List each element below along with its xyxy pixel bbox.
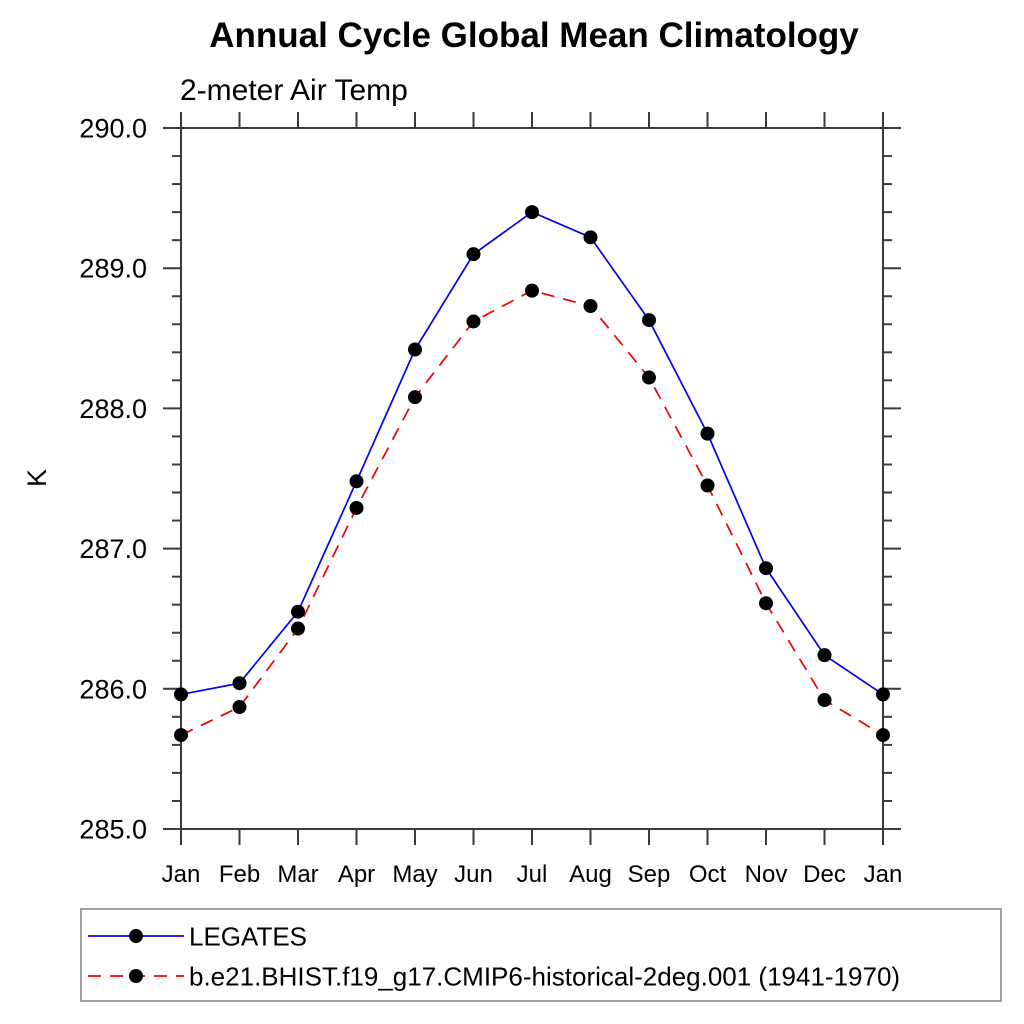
x-tick-label: Jan <box>864 861 903 888</box>
y-tick-label: 288.0 <box>79 394 147 424</box>
data-point <box>349 474 364 489</box>
data-point <box>583 299 598 314</box>
y-tick-label: 285.0 <box>79 815 147 845</box>
x-tick-label: Nov <box>745 861 788 888</box>
data-point <box>876 687 890 702</box>
x-tick-label: Oct <box>689 861 727 888</box>
data-point <box>232 700 247 715</box>
data-point <box>466 314 481 329</box>
x-tick-label: Mar <box>277 861 318 888</box>
data-point <box>525 205 539 220</box>
data-point <box>466 247 481 262</box>
data-point <box>291 604 305 619</box>
data-point <box>876 728 890 743</box>
data-point <box>759 561 773 576</box>
legend: LEGATES b.e21.BHIST.f19_g17.CMIP6-histori… <box>80 908 1002 1002</box>
x-tick-label: Apr <box>338 861 375 888</box>
chart-subtitle: 2-meter Air Temp <box>180 74 408 107</box>
legend-label: LEGATES <box>189 922 307 952</box>
legend-marker-dot <box>129 929 143 943</box>
y-tick-label: 286.0 <box>79 674 147 704</box>
legend-label: b.e21.BHIST.f19_g17.CMIP6-historical-2de… <box>189 962 900 992</box>
data-point <box>174 687 188 702</box>
data-point <box>174 728 188 743</box>
x-tick-label: Aug <box>569 861 612 888</box>
x-tick-label: Jul <box>517 861 548 888</box>
data-point <box>291 621 305 636</box>
legend-marker-dot <box>129 969 143 983</box>
data-point <box>408 342 422 357</box>
legend-box <box>80 908 1002 1002</box>
plot-frame <box>180 127 884 830</box>
chart-title: Annual Cycle Global Mean Climatology <box>209 16 859 55</box>
data-point <box>642 370 656 385</box>
data-point <box>817 648 832 663</box>
y-axis-label: K <box>22 469 52 487</box>
x-tick-label: May <box>392 861 437 888</box>
data-point <box>408 390 422 405</box>
y-tick-label: 290.0 <box>79 114 147 144</box>
x-tick-label: Feb <box>219 861 260 888</box>
data-point <box>642 313 656 328</box>
x-tick-label: Jun <box>454 861 493 888</box>
y-tick-label: 287.0 <box>79 534 147 564</box>
x-tick-label: Sep <box>628 861 671 888</box>
data-point <box>525 283 539 298</box>
data-point <box>700 426 715 441</box>
data-point <box>583 230 598 245</box>
plot-series <box>174 205 890 743</box>
y-tick-label: 289.0 <box>79 254 147 284</box>
x-tick-label: Jan <box>162 861 201 888</box>
data-point <box>817 693 832 708</box>
x-tick-label: Dec <box>803 861 846 888</box>
series-line-1 <box>180 289 884 736</box>
plot-axes: 285.0 286.0 287.0 288.0 289.0 290.0 Jan Feb Mar A… <box>79 112 902 888</box>
data-point <box>232 676 247 691</box>
data-point <box>700 478 715 493</box>
data-point <box>759 596 773 611</box>
data-point <box>349 500 364 515</box>
